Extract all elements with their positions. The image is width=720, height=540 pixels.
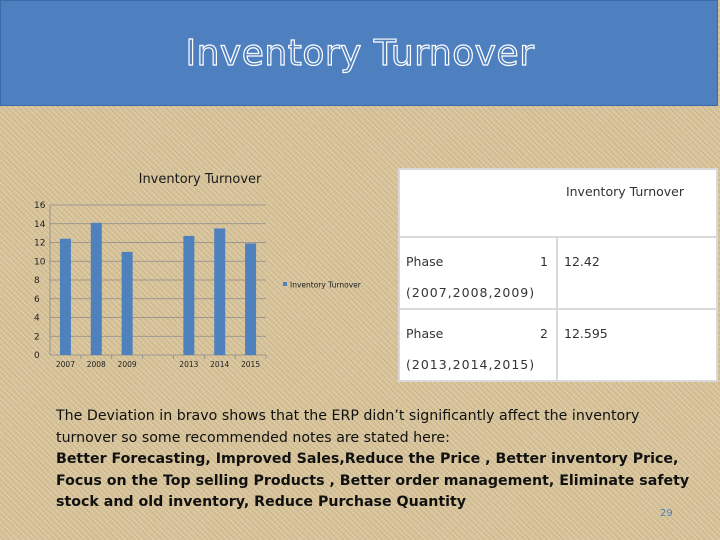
- bar: [183, 235, 195, 355]
- slide-title: Inventory Turnover: [185, 32, 535, 74]
- phase-years: (2007,2008,2009): [406, 285, 536, 300]
- inventory-turnover-chart: 0 2 4 6 8 10 12 14 16 2007 2008 2009 2013 2014 2015 I…: [34, 201, 362, 369]
- table-row: Phase 1 (2007,2008,2009) 12.42: [398, 236, 718, 310]
- phase-cell: Phase 2 (2013,2014,2015): [398, 308, 558, 382]
- y-tick-label: 4: [34, 314, 40, 324]
- phase-label: Phase: [406, 326, 444, 341]
- title-banner: Inventory Turnover: [0, 0, 718, 106]
- table-header-row: Inventory Turnover: [398, 168, 718, 238]
- note-recommendations: Better Forecasting, Improved Sales,Reduc…: [56, 451, 690, 510]
- x-tick-label: 2013: [179, 360, 198, 369]
- bar: [245, 243, 257, 355]
- phase-number: 2: [540, 326, 548, 341]
- y-tick-label: 6: [34, 295, 40, 305]
- chart-title: Inventory Turnover: [138, 172, 262, 187]
- table-row: Phase 2 (2013,2014,2015) 12.595: [398, 308, 718, 382]
- bar: [59, 238, 71, 355]
- x-tick-label: 2009: [118, 360, 137, 369]
- phase-number: 1: [540, 254, 548, 269]
- y-tick-label: 16: [34, 201, 46, 211]
- x-tick-label: 2014: [210, 360, 229, 369]
- page-number: 29: [660, 508, 673, 519]
- phase-label: Phase: [406, 254, 444, 269]
- phase-value-cell: 12.595: [556, 308, 718, 382]
- bar: [90, 222, 102, 355]
- bar: [121, 251, 133, 355]
- phase-cell: Phase 1 (2007,2008,2009): [398, 236, 558, 310]
- phase-years: (2013,2014,2015): [406, 357, 536, 372]
- x-tick-label: 2007: [56, 360, 75, 369]
- note-intro: The Deviation in bravo shows that the ER…: [56, 408, 640, 446]
- y-tick-label: 2: [34, 332, 40, 342]
- legend-swatch: [283, 282, 287, 286]
- phase-value-cell: 12.42: [556, 236, 718, 310]
- y-tick-label: 10: [34, 257, 46, 267]
- y-tick-label: 0: [34, 351, 40, 361]
- recommendation-note: The Deviation in bravo shows that the ER…: [56, 406, 696, 514]
- x-tick-label: 2015: [241, 360, 260, 369]
- legend-label: Inventory Turnover: [290, 281, 362, 290]
- x-tick-label: 2008: [87, 360, 106, 369]
- phase-summary-table: Inventory Turnover Phase 1 (2007,2008,20…: [398, 168, 718, 382]
- bar: [214, 228, 226, 355]
- y-tick-label: 12: [34, 239, 45, 249]
- y-tick-label: 8: [34, 276, 40, 286]
- table-header-cell: Inventory Turnover: [398, 168, 718, 238]
- y-tick-label: 14: [34, 220, 46, 230]
